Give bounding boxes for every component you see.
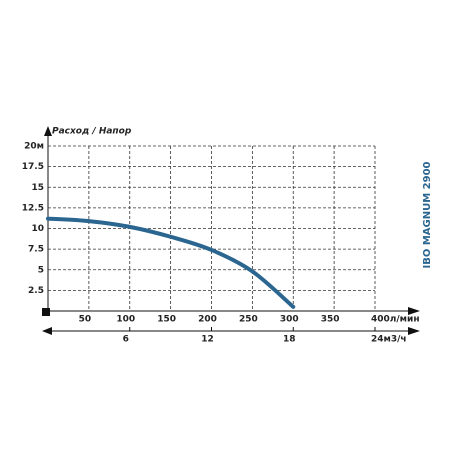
chart-title: Расход / Напор	[52, 127, 132, 137]
x2-tick-label: 12	[201, 335, 214, 345]
x-tick-label: 400л/мин	[371, 315, 420, 325]
y-arrow	[44, 126, 52, 136]
side-label: IBO MAGNUM 2900	[422, 161, 433, 268]
y-tick-label: 17.5	[22, 162, 44, 172]
y-tick-label: 10	[31, 224, 44, 234]
x2-arrow-left	[42, 327, 52, 335]
x2-tick-label: 24м3/ч	[371, 335, 407, 345]
curve	[46, 216, 296, 309]
origin-square	[42, 308, 50, 316]
y-tick-label: 2.5	[28, 286, 44, 296]
y-tick-label: 12.5	[22, 203, 44, 213]
y-tick-label: 7.5	[28, 245, 44, 255]
x-tick-label: 200	[198, 315, 217, 325]
x-tick-label: 150	[157, 315, 176, 325]
x2-tick-label: 6	[123, 335, 129, 345]
y-tick-label: 20м	[24, 142, 44, 152]
x-tick-label: 50	[79, 315, 92, 325]
x-tick-label: 300	[280, 315, 299, 325]
x-tick-label: 250	[239, 315, 258, 325]
x2-tick-label: 18	[283, 335, 296, 345]
x-arrow	[408, 307, 420, 315]
y-tick-label: 15	[31, 183, 44, 193]
y-tick-label: 5	[38, 265, 44, 275]
x-tick-label: 100	[116, 315, 135, 325]
x-tick-label: 350	[321, 315, 340, 325]
x2-arrow	[408, 327, 420, 335]
